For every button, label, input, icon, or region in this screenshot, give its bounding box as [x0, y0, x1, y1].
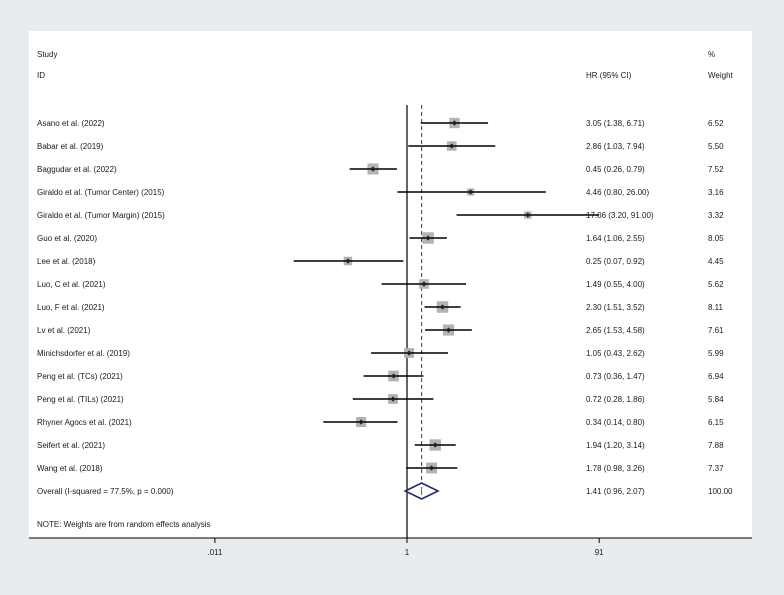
hr-ci-label: 2.30 (1.51, 3.52) [586, 303, 645, 312]
hr-ci-label: 0.34 (0.14, 0.80) [586, 418, 645, 427]
overall-row: Overall (I-squared = 77.5%, p = 0.000) 1.… [37, 482, 733, 500]
study-label: Giraldo et al. (Tumor Margin) (2015) [37, 211, 165, 220]
weight-label: 3.32 [708, 211, 724, 220]
study-row: Giraldo et al. (Tumor Center) (2015) 4.46… [37, 188, 724, 197]
study-label: Lv et al. (2021) [37, 326, 91, 335]
point-estimate [345, 258, 351, 264]
hr-ci-label: 1.49 (0.55, 4.00) [586, 280, 645, 289]
study-row: Asano et al. (2022) 3.05 (1.38, 6.71) 6.52 [37, 117, 724, 129]
weight-label: 7.88 [708, 441, 724, 450]
point-estimate [439, 304, 446, 310]
hr-ci-label: 0.45 (0.26, 0.79) [586, 165, 645, 174]
point-estimate [428, 465, 435, 471]
point-estimate [358, 419, 364, 425]
x-tick-label: 1 [405, 548, 410, 557]
hr-ci-label: 0.73 (0.36, 1.47) [586, 372, 645, 381]
study-label: Asano et al. (2022) [37, 119, 105, 128]
study-label: Giraldo et al. (Tumor Center) (2015) [37, 188, 165, 197]
reference-lines [406, 105, 423, 538]
hr-ci-label: 2.86 (1.03, 7.94) [586, 142, 645, 151]
study-label: Seifert et al. (2021) [37, 441, 105, 450]
study-label: Peng et al. (TCs) (2021) [37, 372, 123, 381]
study-label: Minichsdorfer et al. (2019) [37, 349, 130, 358]
hr-ci-label: 1.94 (1.20, 3.14) [586, 441, 645, 450]
study-label: Baggudar et al. (2022) [37, 165, 117, 174]
study-row: Luo, C et al. (2021) 1.49 (0.55, 4.00) 5.6… [37, 279, 724, 289]
point-estimate [425, 235, 431, 241]
weight-label: 5.84 [708, 395, 724, 404]
hr-ci-label: 1.64 (1.06, 2.55) [586, 234, 645, 243]
x-tick-label: .011 [207, 548, 223, 557]
hr-ci-label: 4.46 (0.80, 26.00) [586, 188, 649, 197]
header-study: Study [37, 50, 57, 59]
study-label: Peng et al. (TILs) (2021) [37, 395, 124, 404]
study-row: Lee et al. (2018) 0.25 (0.07, 0.92) 4.45 [37, 256, 724, 266]
study-row: Peng et al. (TCs) (2021) 0.73 (0.36, 1.47… [37, 370, 724, 382]
x-axis: .011 1 91 [29, 537, 752, 557]
hr-ci-label: 0.72 (0.28, 1.86) [586, 395, 645, 404]
overall-weight-label: 100.00 [708, 487, 733, 496]
point-estimate [445, 327, 452, 333]
point-estimate [525, 212, 531, 218]
study-row: Minichsdorfer et al. (2019) 1.05 (0.43, 2… [37, 348, 724, 358]
study-row: Rhyner Agocs et al. (2021) 0.34 (0.14, 0.… [37, 416, 724, 428]
hr-ci-label: 2.65 (1.53, 4.58) [586, 326, 645, 335]
weight-label: 6.52 [708, 119, 724, 128]
weight-label: 5.50 [708, 142, 724, 151]
hr-ci-label: 17.06 (3.20, 91.00) [586, 211, 654, 220]
study-row: Baggudar et al. (2022) 0.45 (0.26, 0.79) 7… [37, 163, 724, 175]
study-rows: Asano et al. (2022) 3.05 (1.38, 6.71) 6.52… [37, 117, 724, 474]
study-label: Lee et al. (2018) [37, 257, 96, 266]
weight-label: 7.37 [708, 464, 724, 473]
study-label: Guo et al. (2020) [37, 234, 97, 243]
weight-label: 8.11 [708, 303, 724, 312]
header-hr: HR (95% CI) [586, 71, 632, 80]
study-label: Luo, C et al. (2021) [37, 280, 106, 289]
weight-label: 7.52 [708, 165, 724, 174]
study-label: Babar et al. (2019) [37, 142, 104, 151]
study-label: Rhyner Agocs et al. (2021) [37, 418, 132, 427]
point-estimate [451, 120, 458, 126]
point-estimate [449, 143, 455, 149]
point-estimate [406, 350, 412, 356]
point-estimate [468, 189, 474, 195]
weight-label: 6.15 [708, 418, 724, 427]
weight-label: 5.99 [708, 349, 724, 358]
point-estimate [390, 373, 397, 379]
hr-ci-label: 3.05 (1.38, 6.71) [586, 119, 645, 128]
study-row: Giraldo et al. (Tumor Margin) (2015) 17.0… [37, 211, 724, 220]
study-label: Luo, F et al. (2021) [37, 303, 105, 312]
point-estimate [370, 166, 376, 172]
study-row: Peng et al. (TILs) (2021) 0.72 (0.28, 1.8… [37, 394, 724, 404]
hr-ci-label: 1.78 (0.98, 3.26) [586, 464, 645, 473]
overall-ci-label: 1.41 (0.96, 2.07) [586, 487, 645, 496]
study-row: Luo, F et al. (2021) 2.30 (1.51, 3.52) 8.1… [37, 301, 724, 313]
weight-label: 6.94 [708, 372, 724, 381]
study-row: Guo et al. (2020) 1.64 (1.06, 2.55) 8.05 [37, 232, 724, 244]
x-tick-label: 91 [595, 548, 604, 557]
weight-label: 5.62 [708, 280, 724, 289]
table-header: Study ID HR (95% CI) % Weight [37, 50, 734, 80]
point-estimate [432, 442, 438, 448]
study-row: Seifert et al. (2021) 1.94 (1.20, 3.14) 7.… [37, 439, 724, 451]
study-row: Babar et al. (2019) 2.86 (1.03, 7.94) 5.50 [37, 141, 724, 151]
overall-label: Overall (I-squared = 77.5%, p = 0.000) [37, 487, 174, 496]
header-weight: Weight [708, 71, 734, 80]
study-row: Lv et al. (2021) 2.65 (1.53, 4.58) 7.61 [37, 324, 724, 336]
header-percent: % [708, 50, 715, 59]
header-id: ID [37, 71, 45, 80]
weight-label: 4.45 [708, 257, 724, 266]
weight-label: 3.16 [708, 188, 724, 197]
hr-ci-label: 0.25 (0.07, 0.92) [586, 257, 645, 266]
study-row: Wang et al. (2018) 1.78 (0.98, 3.26) 7.37 [37, 462, 724, 474]
hr-ci-label: 1.05 (0.43, 2.62) [586, 349, 645, 358]
study-label: Wang et al. (2018) [37, 464, 103, 473]
weight-label: 7.61 [708, 326, 724, 335]
point-estimate [421, 281, 427, 287]
weight-label: 8.05 [708, 234, 724, 243]
point-estimate [390, 396, 396, 402]
footnote: NOTE: Weights are from random effects an… [37, 520, 211, 529]
